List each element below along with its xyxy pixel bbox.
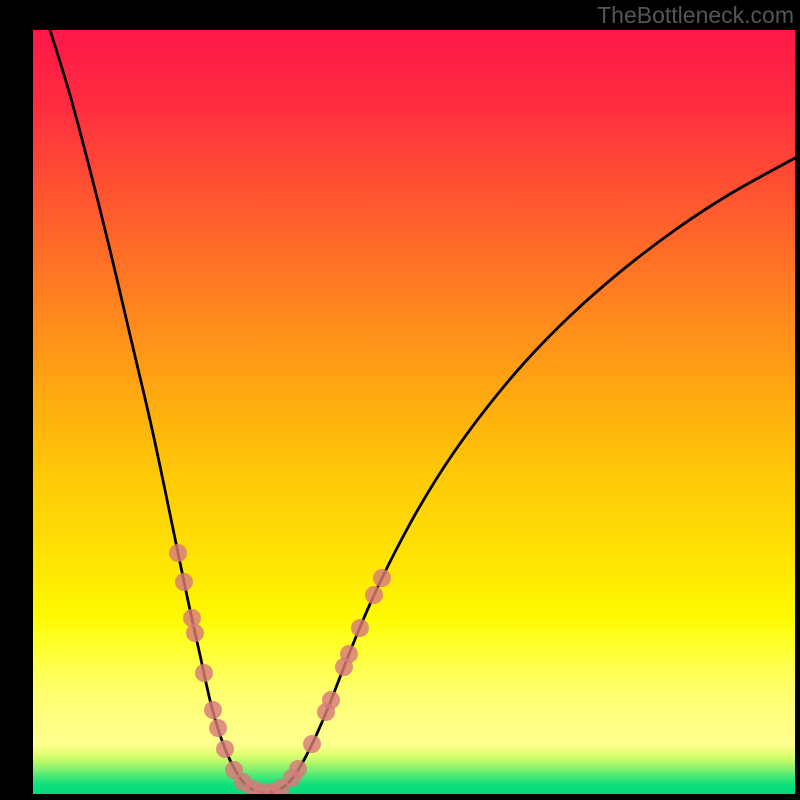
- watermark-text: TheBottleneck.com: [597, 2, 794, 29]
- data-marker: [195, 664, 213, 682]
- data-marker: [303, 735, 321, 753]
- data-marker: [365, 586, 383, 604]
- chart-svg: [33, 30, 795, 794]
- data-marker: [183, 609, 201, 627]
- data-marker: [216, 740, 234, 758]
- data-marker: [204, 701, 222, 719]
- data-marker: [289, 760, 307, 778]
- data-marker: [322, 691, 340, 709]
- data-marker: [209, 719, 227, 737]
- data-marker: [373, 569, 391, 587]
- data-marker: [340, 645, 358, 663]
- data-marker: [169, 544, 187, 562]
- data-marker: [351, 619, 369, 637]
- data-marker: [175, 573, 193, 591]
- plot-area: [33, 30, 795, 794]
- data-marker: [186, 624, 204, 642]
